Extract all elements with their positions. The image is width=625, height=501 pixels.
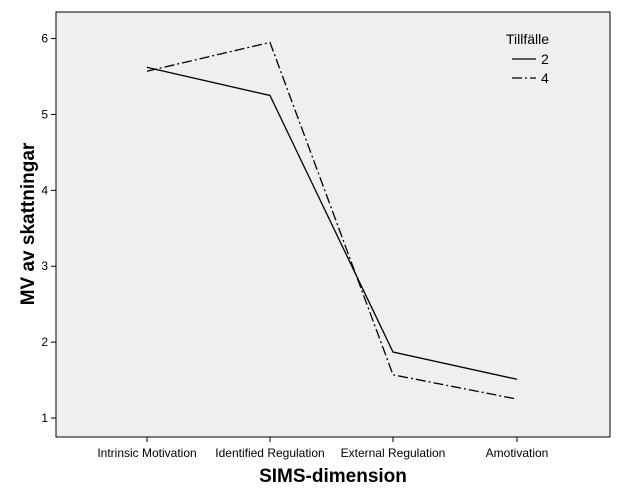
x-tick-label-2: Identified Regulation xyxy=(215,446,324,460)
x-axis-title: SIMS-dimension xyxy=(259,466,407,487)
x-tick-label-3: External Regulation xyxy=(341,446,446,460)
x-tick-label-1: Intrinsic Motivation xyxy=(97,446,196,460)
legend-label-series-2: 4 xyxy=(541,70,549,86)
y-tick-label-1: 1 xyxy=(41,411,48,425)
legend-title: Tillfälle xyxy=(506,31,549,47)
x-axis: Intrinsic Motivation Identified Regulatio… xyxy=(97,437,548,460)
series-lines xyxy=(146,41,518,400)
y-tick-label-2: 2 xyxy=(41,335,48,349)
y-tick-label-5: 5 xyxy=(41,107,48,121)
series-line-2 xyxy=(146,41,518,400)
series-line-1 xyxy=(146,66,518,380)
y-axis-title: MV av skattningar xyxy=(18,142,39,305)
y-tick-label-3: 3 xyxy=(41,259,48,273)
y-tick-label-6: 6 xyxy=(41,32,48,46)
x-tick-label-4: Amotivation xyxy=(486,446,549,460)
legend-label-series-1: 2 xyxy=(541,51,549,67)
plot-area xyxy=(55,11,611,438)
legend: Tillfälle 2 4 xyxy=(506,31,549,86)
y-axis: 1 2 3 4 5 6 xyxy=(41,32,56,425)
y-tick-label-4: 4 xyxy=(41,183,48,197)
